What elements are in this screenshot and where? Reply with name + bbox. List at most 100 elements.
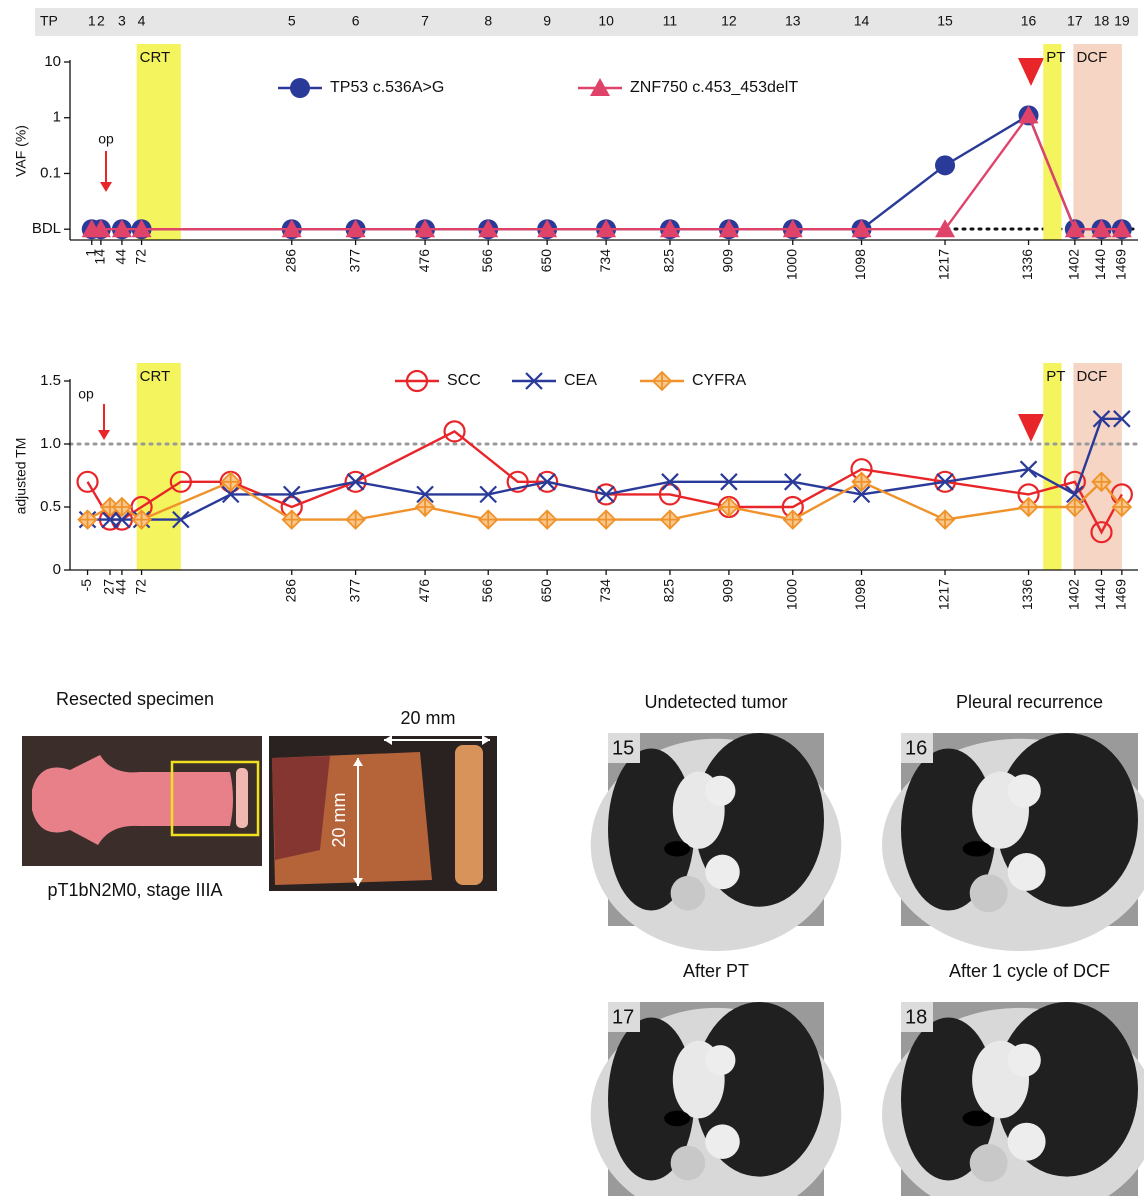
tp-badge-label: 16 <box>905 737 927 759</box>
x-tick-label: 566 <box>479 579 495 603</box>
tp-number: 8 <box>484 13 492 29</box>
span-label: CRT <box>140 368 171 385</box>
ct-spine <box>671 876 706 911</box>
tp-badge-label: 17 <box>612 1006 634 1028</box>
ct-spine <box>970 874 1008 912</box>
y-tick-label: 0.1 <box>40 164 61 181</box>
y-tick-label: BDL <box>32 220 61 237</box>
tp-number: 1 <box>88 13 96 29</box>
x-tick-label: 44 <box>113 249 129 265</box>
x-tick-label: -5 <box>78 579 94 592</box>
annotation: op <box>98 131 114 147</box>
x-tick-label: 44 <box>113 579 129 595</box>
span-label: PT <box>1046 49 1065 66</box>
ct-spine <box>671 1146 706 1181</box>
x-tick-label: 909 <box>720 579 736 603</box>
ct-aorta <box>705 855 740 890</box>
marker <box>347 511 365 529</box>
y-tick-label: 1 <box>53 109 61 126</box>
x-tick-label: 72 <box>132 249 148 265</box>
legend-label: SCC <box>447 372 481 389</box>
tp-number: 17 <box>1067 13 1083 29</box>
x-tick-label: 1402 <box>1066 579 1082 610</box>
x-tick-label: 650 <box>538 249 554 273</box>
tp-number: 14 <box>854 13 870 29</box>
ct-vessel <box>1008 1044 1041 1077</box>
tp-number: 18 <box>1094 13 1110 29</box>
marker <box>661 511 679 529</box>
x-tick-label: 1336 <box>1019 579 1035 610</box>
ct-aorta <box>1008 853 1046 891</box>
series-line <box>92 115 1122 229</box>
tp-label: TP <box>40 13 58 29</box>
x-tick-label: 1336 <box>1019 249 1035 280</box>
ct-airway <box>664 841 690 856</box>
tp-number: 10 <box>598 13 614 29</box>
tp-number: 9 <box>543 13 551 29</box>
tp-number: 5 <box>288 13 296 29</box>
treatment-span <box>1073 363 1121 570</box>
y-tick-label: 10 <box>44 53 61 70</box>
ct-vessel <box>705 776 735 806</box>
x-tick-label: 1469 <box>1113 579 1129 610</box>
ct-aorta <box>1008 1123 1046 1161</box>
annotation: op <box>78 386 94 402</box>
y-axis-label: adjusted TM <box>13 438 29 515</box>
marker <box>538 511 556 529</box>
tp-number: 4 <box>138 13 146 29</box>
x-tick-label: 1440 <box>1092 249 1108 280</box>
legend-label: CYFRA <box>692 372 747 389</box>
x-tick-label: 14 <box>92 249 108 265</box>
tp-number: 2 <box>97 13 105 29</box>
tp-number: 6 <box>352 13 360 29</box>
x-tick-label: 1000 <box>783 249 799 280</box>
x-tick-label: 734 <box>597 249 613 273</box>
legend-label: ZNF750 c.453_453delT <box>630 79 798 96</box>
marker <box>597 511 615 529</box>
ct-airway <box>664 1111 690 1127</box>
y-axis-label: VAF (%) <box>13 125 29 177</box>
x-tick-label: 825 <box>661 579 677 603</box>
x-tick-label: 72 <box>132 579 148 595</box>
tp-badge-label: 18 <box>905 1006 927 1028</box>
x-tick-label: 476 <box>416 249 432 273</box>
x-tick-label: 650 <box>538 579 554 603</box>
stage-label: pT1bN2M0, stage IIIA <box>47 880 222 900</box>
specimen-piece <box>455 745 483 885</box>
span-label: PT <box>1046 368 1065 385</box>
x-tick-label: 476 <box>416 579 432 603</box>
y-tick-label: 0 <box>53 561 61 578</box>
tp-number: 3 <box>118 13 126 29</box>
ct-vessel <box>705 1045 735 1075</box>
x-tick-label: 909 <box>720 249 736 273</box>
x-tick-label: 1440 <box>1092 579 1108 610</box>
x-tick-label: 1098 <box>852 249 868 280</box>
series-line <box>92 115 1122 229</box>
treatment-span <box>137 363 181 570</box>
x-tick-label: 286 <box>282 579 298 603</box>
recurrence-marker <box>1018 58 1044 86</box>
panel-title: Undetected tumor <box>644 692 787 712</box>
tp-number: 13 <box>785 13 801 29</box>
x-tick-label: 1402 <box>1066 249 1082 280</box>
tp-band <box>35 8 1138 36</box>
panel-title: Resected specimen <box>56 689 214 709</box>
op-arrowhead <box>100 182 112 192</box>
treatment-span <box>1073 44 1121 240</box>
legend-label: TP53 c.536A>G <box>330 79 444 96</box>
tp-number: 11 <box>663 13 678 29</box>
x-tick-label: 377 <box>346 579 362 603</box>
x-tick-label: 825 <box>661 249 677 273</box>
tp-number: 19 <box>1114 13 1130 29</box>
panel-title: Pleural recurrence <box>956 692 1103 712</box>
x-tick-label: 1217 <box>936 579 952 610</box>
x-tick-label: 1217 <box>936 249 952 280</box>
tp-number: 15 <box>937 13 953 29</box>
span-label: CRT <box>140 49 171 66</box>
x-tick-label: 734 <box>597 579 613 603</box>
marker <box>936 511 954 529</box>
x-tick-label: 377 <box>346 249 362 273</box>
op-arrowhead <box>98 430 110 440</box>
x-tick-label: 1098 <box>852 579 868 610</box>
marker <box>935 155 955 175</box>
